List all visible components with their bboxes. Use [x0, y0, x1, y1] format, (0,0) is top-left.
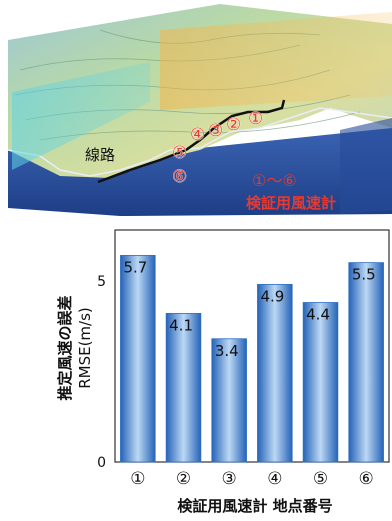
coastline: [7, 107, 392, 177]
orange-plane: [160, 12, 392, 110]
bar-6: [348, 262, 384, 463]
terrain-map: 線路 ① ② ③ ④ ⑤ ⑥ ①～⑥ 検証用風速計: [7, 4, 392, 216]
bar-1: [120, 254, 156, 463]
y-axis-title-line1: 推定風速の誤差: [56, 295, 74, 400]
bar-value-label-1: 5.7: [123, 258, 147, 276]
bar-value-label-4: 4.9: [260, 287, 284, 305]
x-tick-label-1: ①: [130, 469, 145, 489]
x-tick-label-3: ③: [222, 469, 237, 489]
legend-markers: ①～⑥: [252, 171, 297, 190]
x-tick-label-6: ⑥: [359, 469, 374, 489]
plot-frame: [114, 229, 390, 463]
marker-1: ①: [248, 109, 263, 129]
bar-2: [165, 312, 202, 463]
bars: 5.7 4.1 3.4 4.9 4.4 5.5: [120, 254, 384, 463]
marker-5: ⑤: [172, 143, 187, 163]
x-tick-labels: ① ② ③ ④ ⑤ ⑥: [130, 469, 374, 489]
marker-3: ③: [208, 121, 223, 141]
x-axis-title: 検証用風速計 地点番号: [177, 497, 332, 515]
bar-5: [302, 302, 339, 463]
railway-line: [97, 99, 286, 184]
railway-label: 線路: [85, 146, 115, 164]
bar-value-label-3: 3.4: [215, 342, 239, 360]
y-tick-label-5: 5: [97, 274, 106, 290]
x-tick-label-4: ④: [267, 469, 282, 489]
x-tick-label-5: ⑤: [313, 469, 328, 489]
cyan-plane: [12, 62, 150, 170]
rmse-bar-chart: 推定風速の誤差 RMSE(m/s) 0 5 5.7 4.1 3.4 4.9 4.4 5.5…: [56, 229, 390, 515]
marker-6: ⑥: [172, 167, 187, 187]
bar-4: [257, 283, 293, 463]
x-tick-label-2: ②: [176, 469, 191, 489]
marker-4: ④: [190, 125, 205, 145]
marker-2: ②: [226, 115, 241, 135]
cube-face: [340, 118, 392, 214]
bar-value-label-2: 4.1: [169, 316, 193, 334]
legend-caption: 検証用風速計: [246, 194, 336, 212]
bar-value-label-6: 5.5: [352, 266, 376, 284]
y-axis-title-line2: RMSE(m/s): [76, 307, 94, 389]
y-tick-label-0: 0: [97, 455, 106, 471]
station-markers: ① ② ③ ④ ⑤ ⑥: [172, 109, 264, 188]
bar-3: [211, 338, 247, 463]
bar-value-label-5: 4.4: [306, 306, 330, 324]
